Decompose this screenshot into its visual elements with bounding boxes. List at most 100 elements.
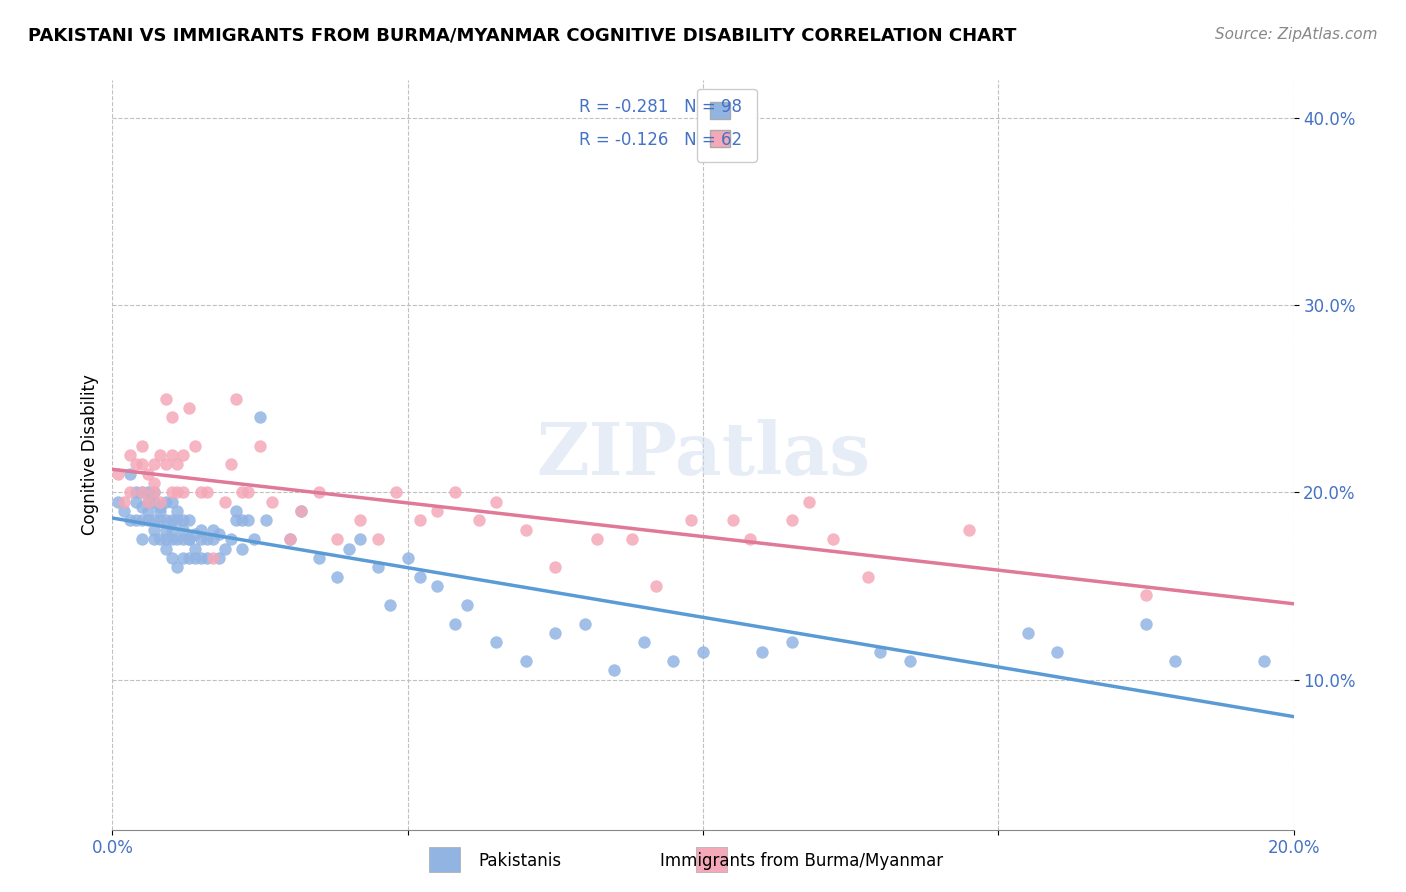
Point [142,485,165,500]
Point [166,504,188,518]
Point [367,532,389,546]
Point [172,532,194,546]
Point [1017,626,1039,640]
Point [184,526,207,541]
Point [780,514,803,528]
Point [308,485,330,500]
Point [1135,616,1157,631]
Point [160,448,183,462]
Point [125,457,148,471]
Point [125,485,148,500]
Point [485,494,508,508]
Point [160,551,183,566]
Point [190,532,212,546]
Point [166,514,188,528]
Point [214,494,236,508]
Point [1164,654,1187,668]
Point [136,485,159,500]
Point [179,514,201,528]
Point [644,579,666,593]
Point [254,514,277,528]
Point [515,654,537,668]
Point [869,644,891,658]
Point [260,494,283,508]
Point [166,532,188,546]
Point [1253,654,1275,668]
Point [184,438,207,452]
Point [142,457,165,471]
Point [426,504,449,518]
Point [585,532,607,546]
Point [633,635,655,649]
Point [231,541,253,556]
Point [544,626,567,640]
Point [799,494,821,508]
Point [190,523,212,537]
Text: Immigrants from Burma/Myanmar: Immigrants from Burma/Myanmar [659,852,943,870]
Point [112,504,135,518]
Text: R = -0.126   N = 62: R = -0.126 N = 62 [579,131,742,149]
Point [131,438,153,452]
Point [290,504,312,518]
Text: PAKISTANI VS IMMIGRANTS FROM BURMA/MYANMAR COGNITIVE DISABILITY CORRELATION CHAR: PAKISTANI VS IMMIGRANTS FROM BURMA/MYANM… [28,27,1017,45]
Point [1046,644,1069,658]
Point [201,551,224,566]
Point [184,541,207,556]
Point [149,448,172,462]
Point [160,532,183,546]
Point [184,551,207,566]
Point [136,494,159,508]
Point [142,532,165,546]
Point [957,523,980,537]
Point [155,457,177,471]
Point [426,579,449,593]
Point [249,410,271,425]
Point [367,560,389,574]
Point [190,485,212,500]
Point [821,532,844,546]
Text: R = -0.281   N = 98: R = -0.281 N = 98 [579,97,742,115]
Point [195,532,218,546]
Point [120,485,142,500]
Text: Source: ZipAtlas.com: Source: ZipAtlas.com [1215,27,1378,42]
Point [396,551,419,566]
Point [385,485,408,500]
Point [190,551,212,566]
Point [201,532,224,546]
Point [155,541,177,556]
Point [107,494,129,508]
Bar [429,847,460,872]
Point [149,500,172,515]
Point [278,532,301,546]
Point [120,467,142,481]
Point [681,514,703,528]
Point [131,514,153,528]
Point [290,504,312,518]
Point [740,532,762,546]
Point [219,532,242,546]
Point [166,485,188,500]
Point [515,523,537,537]
Point [120,514,142,528]
Bar [696,847,727,872]
Point [408,514,430,528]
Point [160,514,183,528]
Point [349,532,371,546]
Point [155,523,177,537]
Point [231,514,253,528]
Point [326,570,349,584]
Point [208,526,231,541]
Point [603,664,626,678]
Point [1135,589,1157,603]
Point [179,532,201,546]
Point [131,532,153,546]
Point [149,494,172,508]
Point [120,448,142,462]
Point [225,514,247,528]
Point [201,523,224,537]
Point [125,494,148,508]
Point [172,448,194,462]
Point [131,500,153,515]
Point [125,514,148,528]
Point [243,532,266,546]
